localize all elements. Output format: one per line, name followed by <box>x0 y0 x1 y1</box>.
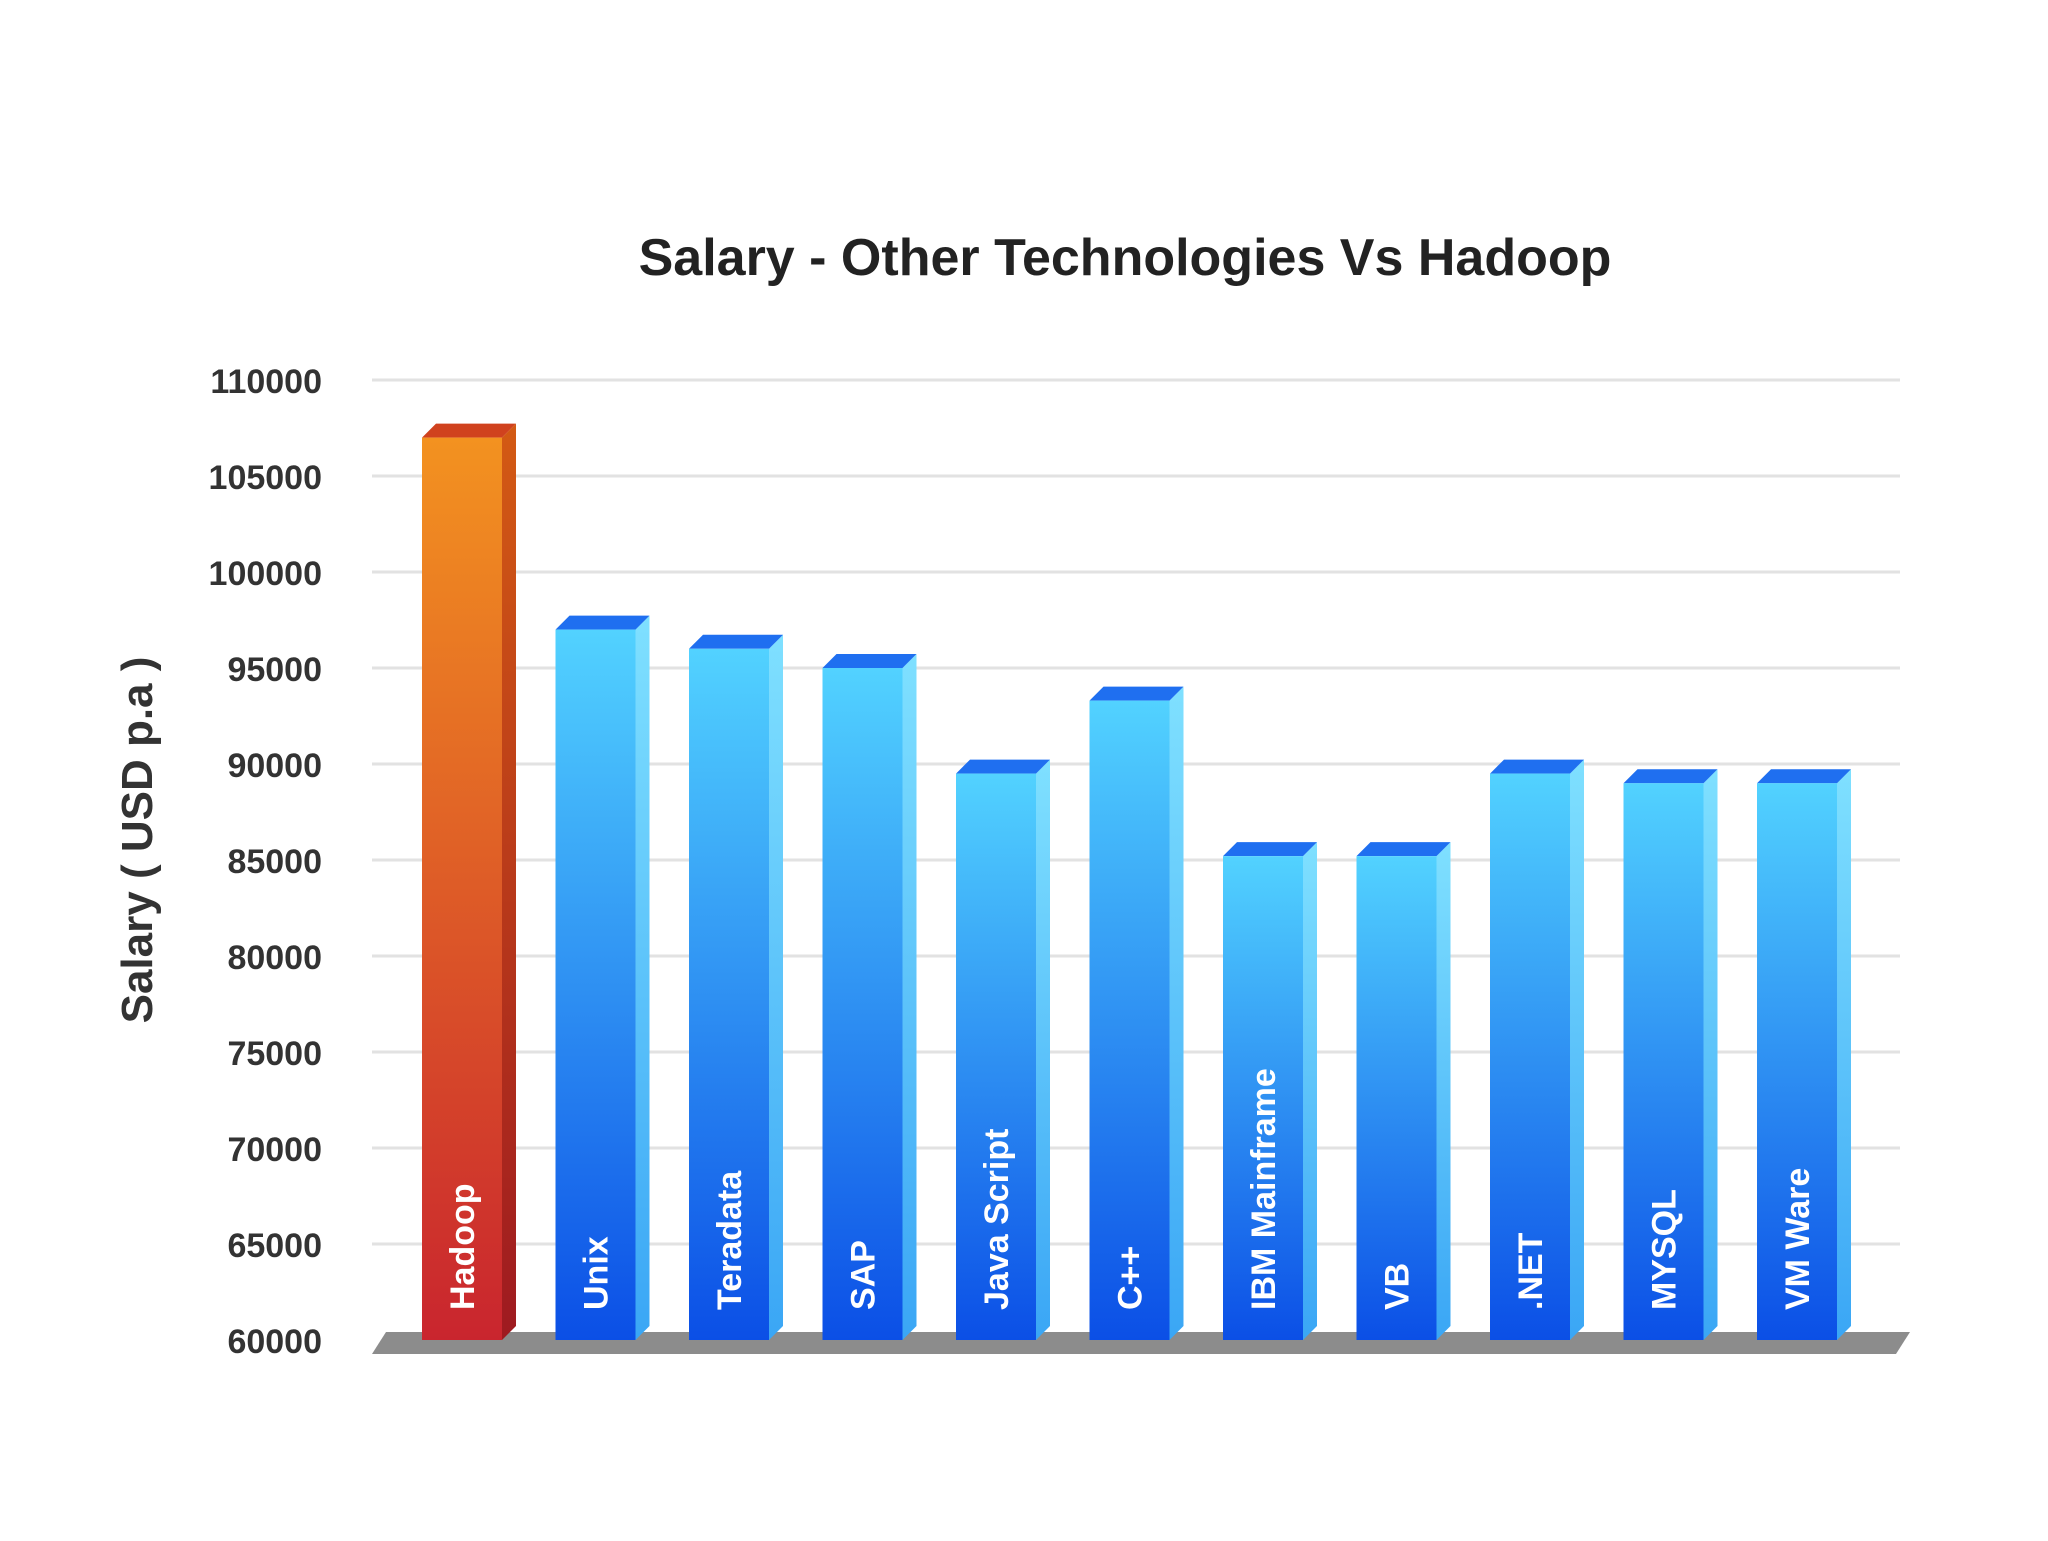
bar-side <box>769 634 783 1340</box>
bar-category-label: VM Ware <box>1779 1168 1817 1310</box>
bar-group: Java Script <box>956 759 1050 1340</box>
bar-group: VB <box>1356 842 1451 1340</box>
bar <box>1757 783 1837 1340</box>
bar-side <box>1303 842 1317 1340</box>
y-tick-label: 60000 <box>227 1323 322 1361</box>
bar-top <box>422 423 516 438</box>
bar-category-label: MYSQL <box>1646 1189 1684 1310</box>
bar-group: SAP <box>822 654 917 1340</box>
bar-side <box>1169 686 1184 1340</box>
bar-side <box>1570 759 1584 1340</box>
bar <box>1089 700 1170 1340</box>
bar-top <box>1089 686 1184 701</box>
y-tick-label: 80000 <box>227 939 322 977</box>
y-tick-label: 65000 <box>227 1227 322 1265</box>
bar-top <box>1356 842 1451 857</box>
bar-category-label: VB <box>1379 1263 1417 1310</box>
y-tick-label: 70000 <box>227 1131 322 1169</box>
bar <box>1623 783 1704 1340</box>
bar-group: Hadoop <box>422 423 516 1341</box>
bar-category-label: IBM Mainframe <box>1245 1068 1283 1310</box>
bar-side <box>635 615 650 1340</box>
bar-side <box>1036 759 1050 1340</box>
bar-top <box>1623 769 1718 784</box>
bar-side <box>1703 769 1718 1340</box>
bar <box>422 437 502 1341</box>
bar-category-label: Unix <box>578 1236 616 1310</box>
bar-group: Teradata <box>689 634 783 1340</box>
bar-side <box>502 423 516 1341</box>
y-tick-label: 110000 <box>210 363 322 401</box>
bar-top <box>1490 759 1584 774</box>
bar <box>822 668 903 1340</box>
bar-group: Unix <box>555 615 650 1340</box>
bar-group: IBM Mainframe <box>1223 842 1317 1340</box>
bar-side <box>1436 842 1451 1340</box>
bar-group: C++ <box>1089 686 1184 1340</box>
bar <box>1223 856 1303 1340</box>
bar-category-label: C++ <box>1112 1246 1150 1310</box>
bar-group: MYSQL <box>1623 769 1718 1340</box>
y-tick-label: 105000 <box>209 459 322 497</box>
bar-top <box>689 634 783 649</box>
bars: Hadoop Unix Teradata SAP Java Script C++ IBM M… <box>422 423 1851 1341</box>
bar-top <box>822 654 917 668</box>
y-axis-label: Salary ( USD p.a ) <box>113 657 162 1024</box>
bar-side <box>902 654 917 1340</box>
bar <box>689 648 769 1340</box>
bar-top <box>555 615 650 630</box>
bar-group: VM Ware <box>1757 769 1851 1340</box>
bar-category-label: Teradata <box>711 1170 749 1310</box>
bar-category-label: Hadoop <box>444 1183 482 1310</box>
y-tick-label: 100000 <box>209 555 322 593</box>
bar-group: .NET <box>1490 759 1584 1340</box>
chart-title: Salary - Other Technologies Vs Hadoop <box>639 229 1612 287</box>
bar <box>555 629 636 1340</box>
bar <box>1490 773 1570 1340</box>
bar-top <box>1223 842 1317 857</box>
bar-side <box>1837 769 1851 1340</box>
y-tick-label: 95000 <box>227 651 322 689</box>
bar <box>956 773 1036 1340</box>
bar-top <box>1757 769 1851 784</box>
y-tick-label: 75000 <box>227 1035 322 1073</box>
bar-category-label: SAP <box>845 1240 883 1310</box>
y-tick-label: 85000 <box>227 843 322 881</box>
bar-category-label: .NET <box>1512 1232 1550 1310</box>
bar-top <box>956 759 1050 774</box>
bar-category-label: Java Script <box>978 1129 1016 1310</box>
y-axis-ticks: 110000 105000 100000 95000 90000 85000 80000 75… <box>209 363 322 1361</box>
y-tick-label: 90000 <box>227 747 322 785</box>
bar <box>1356 856 1437 1340</box>
